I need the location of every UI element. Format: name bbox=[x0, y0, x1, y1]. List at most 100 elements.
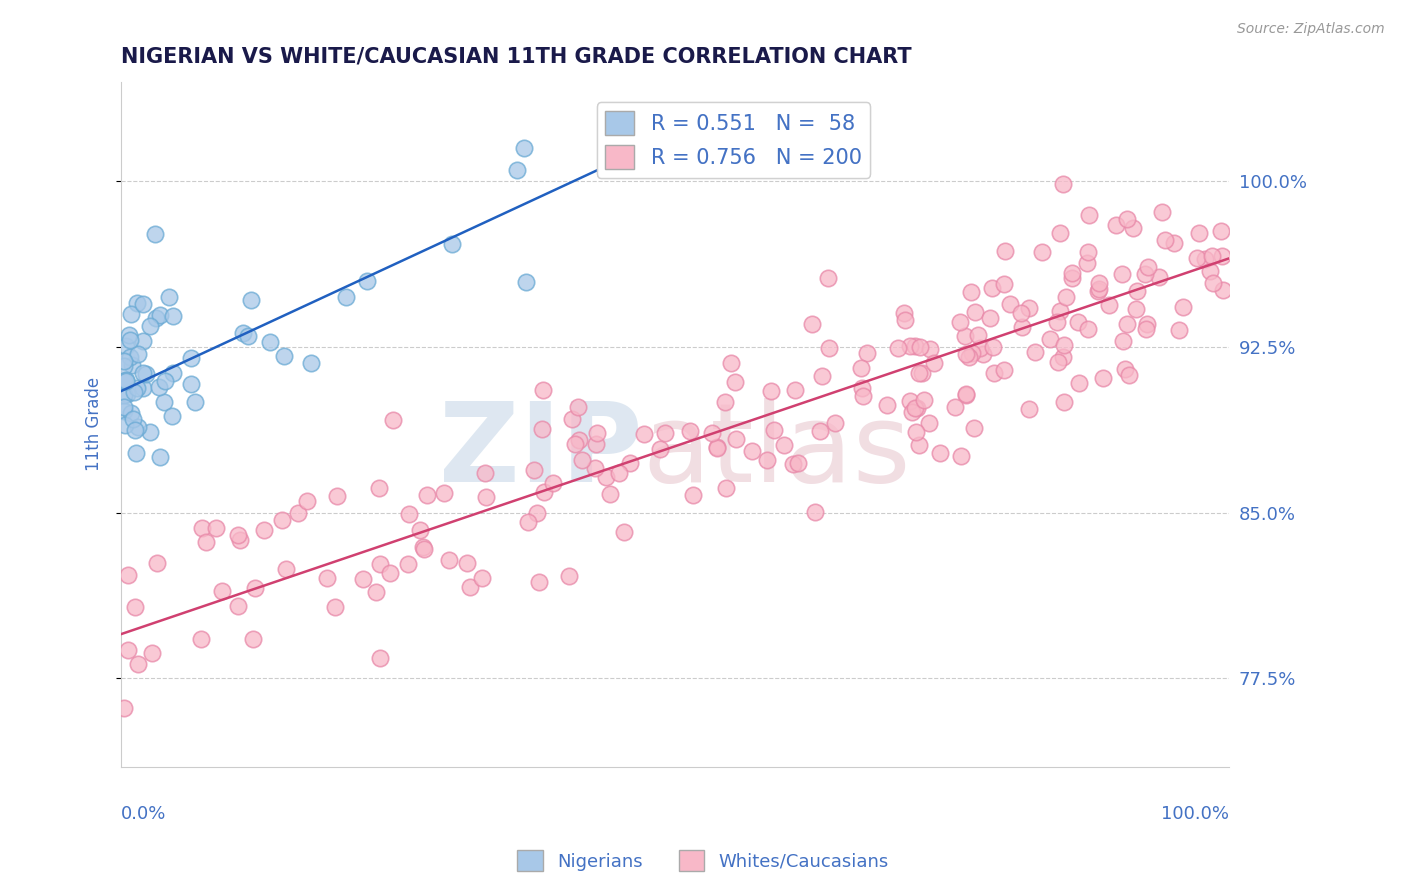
Point bbox=[1188, 226, 1211, 240]
Point bbox=[474, 466, 496, 480]
Point bbox=[1111, 267, 1133, 281]
Point bbox=[955, 386, 977, 401]
Point bbox=[561, 411, 583, 425]
Point bbox=[1088, 282, 1111, 296]
Point bbox=[1152, 205, 1174, 219]
Point bbox=[716, 481, 738, 495]
Point bbox=[595, 469, 617, 483]
Point bbox=[943, 401, 966, 415]
Point bbox=[132, 380, 155, 394]
Point bbox=[998, 296, 1021, 310]
Point bbox=[960, 346, 983, 360]
Point bbox=[953, 329, 976, 343]
Point bbox=[523, 463, 546, 477]
Point bbox=[1153, 233, 1175, 247]
Point bbox=[471, 572, 494, 586]
Point bbox=[1087, 284, 1109, 298]
Point bbox=[607, 466, 630, 480]
Point bbox=[912, 393, 935, 408]
Point bbox=[817, 270, 839, 285]
Point bbox=[149, 308, 172, 322]
Point bbox=[127, 347, 149, 361]
Point bbox=[273, 349, 295, 363]
Point bbox=[741, 444, 763, 458]
Point bbox=[972, 347, 994, 361]
Point bbox=[526, 507, 548, 521]
Point bbox=[211, 584, 233, 599]
Point bbox=[149, 450, 172, 464]
Point bbox=[139, 425, 162, 440]
Point bbox=[115, 386, 138, 401]
Point bbox=[315, 570, 337, 584]
Point bbox=[1211, 249, 1233, 263]
Point bbox=[706, 440, 728, 454]
Point bbox=[619, 456, 641, 470]
Point bbox=[1115, 317, 1137, 331]
Point bbox=[568, 433, 591, 447]
Point bbox=[1024, 345, 1046, 359]
Point bbox=[456, 556, 478, 570]
Point bbox=[153, 395, 176, 409]
Point bbox=[120, 307, 142, 321]
Point bbox=[112, 359, 135, 373]
Point bbox=[512, 141, 534, 155]
Point bbox=[157, 290, 180, 304]
Point bbox=[396, 557, 419, 571]
Point bbox=[963, 305, 986, 319]
Point bbox=[143, 227, 166, 241]
Point bbox=[586, 426, 609, 441]
Point bbox=[904, 339, 927, 353]
Point bbox=[811, 368, 834, 383]
Point bbox=[127, 420, 149, 434]
Point bbox=[505, 162, 527, 177]
Point bbox=[378, 566, 401, 581]
Point bbox=[516, 515, 538, 529]
Point bbox=[898, 338, 921, 352]
Point bbox=[1088, 276, 1111, 290]
Point bbox=[1135, 321, 1157, 335]
Point bbox=[114, 339, 136, 353]
Point bbox=[904, 401, 927, 416]
Point bbox=[231, 326, 253, 341]
Point bbox=[242, 632, 264, 647]
Point bbox=[132, 334, 155, 348]
Point bbox=[117, 568, 139, 582]
Point bbox=[804, 505, 827, 519]
Point bbox=[1067, 315, 1090, 329]
Point bbox=[205, 520, 228, 534]
Point bbox=[145, 311, 167, 326]
Point bbox=[412, 541, 434, 555]
Point bbox=[127, 657, 149, 671]
Point bbox=[474, 490, 496, 504]
Point bbox=[139, 319, 162, 334]
Text: atlas: atlas bbox=[643, 398, 911, 505]
Point bbox=[121, 358, 143, 372]
Point bbox=[724, 375, 747, 389]
Point bbox=[950, 449, 973, 463]
Point bbox=[1031, 245, 1053, 260]
Point bbox=[955, 347, 977, 361]
Point bbox=[122, 384, 145, 399]
Point bbox=[818, 341, 841, 355]
Point bbox=[122, 412, 145, 426]
Point bbox=[714, 395, 737, 409]
Point bbox=[706, 441, 728, 455]
Point bbox=[191, 521, 214, 535]
Point bbox=[243, 581, 266, 595]
Point bbox=[886, 341, 908, 355]
Point bbox=[141, 646, 163, 660]
Point bbox=[724, 432, 747, 446]
Point bbox=[955, 388, 977, 402]
Point bbox=[910, 340, 932, 354]
Point bbox=[911, 366, 934, 380]
Point bbox=[1125, 302, 1147, 317]
Point bbox=[583, 460, 606, 475]
Point bbox=[1053, 338, 1076, 352]
Point bbox=[370, 650, 392, 665]
Point bbox=[226, 599, 249, 613]
Point bbox=[981, 281, 1004, 295]
Point bbox=[299, 356, 322, 370]
Point bbox=[876, 399, 898, 413]
Point bbox=[259, 335, 281, 350]
Point bbox=[125, 381, 148, 395]
